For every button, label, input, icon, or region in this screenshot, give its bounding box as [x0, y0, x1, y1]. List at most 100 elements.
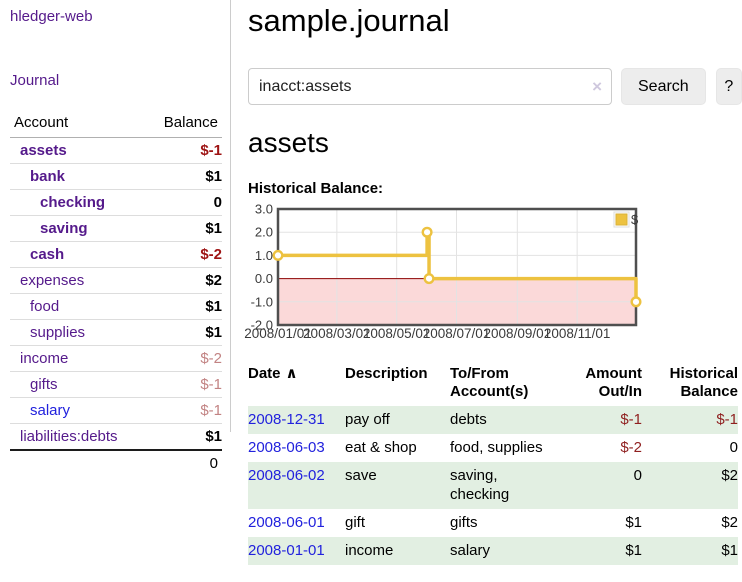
accounts-table: Account Balance assets $-1 bank $1 checking 0…	[10, 111, 222, 476]
account-row: income $-2	[10, 345, 222, 372]
transaction-balance: $-1	[716, 411, 738, 428]
app-title[interactable]: hledger-web	[10, 8, 93, 25]
transaction-description: gift	[345, 514, 366, 531]
transaction-date-link[interactable]: 2008-12-31	[248, 411, 325, 428]
svg-text:1.0: 1.0	[255, 248, 273, 263]
account-row: bank $1	[10, 163, 222, 190]
transaction-date-link[interactable]: 2008-06-01	[248, 514, 325, 531]
register-table: Date ∧ Description To/From Account(s) Amo…	[248, 363, 738, 565]
transaction-description: pay off	[345, 411, 390, 428]
transaction-amount: 0	[633, 467, 642, 484]
account-balance: $1	[147, 293, 222, 320]
transaction-description: income	[345, 542, 394, 559]
account-row: cash $-2	[10, 241, 222, 268]
accounts-header-row: Account Balance	[10, 111, 222, 138]
register-row: 2008-06-02 save saving, checking 0 $2	[248, 462, 738, 509]
svg-text:-1.0: -1.0	[251, 294, 273, 309]
transaction-description: eat & shop	[345, 439, 417, 456]
help-button[interactable]: ?	[715, 68, 742, 105]
account-link-salary[interactable]: salary	[30, 402, 71, 419]
chart-svg: $3.0 2.0 1.0 0.0 -1.0 -2.02008/01/012008/03/0…	[244, 202, 642, 341]
account-row: gifts $-1	[10, 371, 222, 398]
accounts-header-balance: Balance	[147, 111, 222, 138]
account-balance: $-2	[147, 241, 222, 268]
account-balance: $-1	[200, 142, 222, 159]
transaction-balance: $2	[721, 514, 738, 531]
register-header-balance: Historical Balance	[669, 365, 738, 400]
register-header-description: Description	[345, 365, 428, 382]
svg-text:2008/07/01: 2008/07/01	[423, 326, 491, 341]
account-link-food[interactable]: food	[30, 298, 60, 315]
register-header-amount: Amount Out/In	[585, 365, 642, 400]
transaction-balance: 0	[729, 439, 738, 456]
account-link-bank[interactable]: bank	[30, 168, 66, 185]
page-title: sample.journal	[248, 3, 450, 38]
transaction-balance: $2	[721, 467, 738, 484]
transaction-description: save	[345, 467, 377, 484]
account-link-income[interactable]: income	[20, 350, 69, 367]
main-content: sample.journal × Search ? assets Histori…	[244, 0, 742, 565]
account-title: assets	[248, 127, 329, 158]
account-row: assets $-1	[10, 138, 222, 164]
register-row: 2008-06-03 eat & shop food, supplies $-2 0	[248, 434, 738, 462]
account-row: checking 0	[10, 189, 222, 216]
search-button[interactable]: Search	[621, 68, 706, 105]
account-balance: $2	[147, 267, 222, 294]
account-link-expenses[interactable]: expenses	[20, 272, 85, 289]
account-row: liabilities:debts $1	[10, 423, 222, 450]
date-header-label: Date	[248, 365, 281, 382]
chart-title: Historical Balance:	[248, 180, 384, 197]
sidebar: hledger-web Journal Account Balance asse…	[0, 0, 231, 476]
transaction-date-link[interactable]: 2008-06-03	[248, 439, 325, 456]
account-link-gifts[interactable]: gifts	[30, 376, 58, 393]
account-link-checking[interactable]: checking	[40, 194, 106, 211]
account-balance: $-1	[147, 371, 222, 398]
account-link-saving[interactable]: saving	[40, 220, 88, 237]
accounts-header-account: Account	[10, 111, 148, 138]
svg-text:$: $	[631, 212, 639, 227]
svg-text:2008/11/01: 2008/11/01	[544, 326, 611, 341]
account-row: expenses $2	[10, 267, 222, 294]
transaction-balance: $1	[721, 542, 738, 559]
account-link-cash[interactable]: cash	[30, 246, 65, 263]
transaction-accounts: salary	[450, 542, 491, 559]
historical-balance-chart: $3.0 2.0 1.0 0.0 -1.0 -2.0 2008/01/01 2008/03/0…	[244, 198, 742, 345]
register-header-row: Date ∧ Description To/From Account(s) Amo…	[248, 363, 738, 406]
account-row: supplies $1	[10, 319, 222, 346]
svg-text:2.0: 2.0	[255, 225, 273, 240]
account-balance: 0	[147, 189, 222, 216]
sort-ascending-icon: ∧	[285, 365, 298, 382]
register-row: 2008-06-01 gift gifts $1 $2	[248, 509, 738, 537]
accounts-total-value: 0	[147, 449, 222, 476]
svg-text:-2.0: -2.0	[251, 318, 273, 333]
register-header-date[interactable]: Date ∧	[248, 363, 345, 406]
transaction-date-link[interactable]: 2008-06-02	[248, 467, 325, 484]
transaction-accounts: gifts	[450, 514, 478, 531]
search-box: ×	[248, 68, 612, 105]
transaction-amount: $1	[625, 514, 642, 531]
account-link-supplies[interactable]: supplies	[30, 324, 86, 341]
account-balance: $-1	[147, 397, 222, 424]
search-input[interactable]	[248, 68, 612, 105]
account-row: saving $1	[10, 215, 222, 242]
transaction-accounts: debts	[450, 411, 487, 428]
register-header-accounts: To/From Account(s)	[450, 365, 529, 400]
account-balance: $1	[147, 423, 222, 450]
sidebar-item-journal[interactable]: Journal	[10, 72, 60, 89]
transaction-amount: $-1	[620, 411, 642, 428]
transaction-amount: $-2	[620, 439, 642, 456]
clear-search-icon[interactable]: ×	[592, 76, 602, 96]
account-row: food $1	[10, 293, 222, 320]
svg-text:2008/03/01: 2008/03/01	[303, 326, 371, 341]
svg-text:2008/01/01: 2008/01/01	[244, 326, 312, 341]
transaction-date-link[interactable]: 2008-01-01	[248, 542, 325, 559]
accounts-total-spacer	[10, 449, 148, 476]
account-balance: $1	[147, 163, 222, 190]
accounts-total-row: 0	[10, 449, 222, 476]
transaction-amount: $1	[625, 542, 642, 559]
svg-text:3.0: 3.0	[255, 202, 273, 217]
account-link-assets[interactable]: assets	[20, 142, 67, 159]
register-row: 2008-12-31 pay off debts $-1 $-1	[248, 406, 738, 434]
account-balance: $-2	[147, 345, 222, 372]
account-link-liabilities-debts[interactable]: liabilities:debts	[20, 428, 118, 445]
